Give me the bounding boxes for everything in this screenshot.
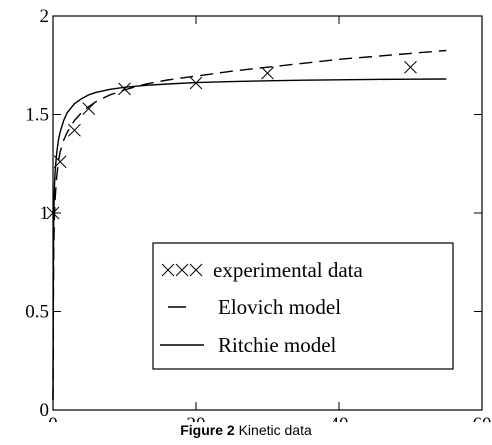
- x-tick-label: 40: [330, 414, 349, 422]
- figure-caption-text: Kinetic data: [234, 422, 312, 438]
- x-tick-label: 60: [473, 414, 492, 422]
- experimental-point: [261, 66, 274, 80]
- elovich-model-line: [52, 49, 447, 401]
- y-tick-label: 0.5: [25, 302, 49, 323]
- y-tick-label: 1.5: [25, 105, 49, 126]
- experimental-point: [46, 206, 60, 220]
- experimental-point: [118, 82, 131, 96]
- legend-marker-x: [175, 263, 189, 277]
- x-axis: 0 20 40 60: [48, 16, 492, 422]
- x-tick-label: 20: [187, 414, 206, 422]
- kinetic-chart: 0 0.5 1 1.5 2 0 20 40 60 experimental data Elovi…: [25, 6, 492, 422]
- series-layer: [46, 49, 447, 401]
- experimental-point: [404, 60, 417, 74]
- legend-label: experimental data: [213, 258, 364, 282]
- legend-label: Elovich model: [218, 295, 341, 319]
- x-tick-label: 0: [48, 414, 58, 422]
- legend-label: Ritchie model: [218, 333, 337, 357]
- y-tick-label: 0: [40, 400, 50, 421]
- figure-caption: Figure 2 Kinetic data: [0, 422, 492, 438]
- y-axis: 0 0.5 1 1.5 2: [25, 6, 482, 421]
- legend-marker-x: [161, 263, 175, 277]
- y-tick-label: 1: [40, 203, 50, 224]
- y-tick-label: 2: [40, 6, 50, 27]
- ritchie-model-line: [52, 78, 447, 401]
- legend-box: [152, 242, 454, 370]
- legend-marker-x: [189, 263, 203, 277]
- legend: experimental data Elovich model Ritchie mo…: [152, 242, 454, 370]
- experimental-point: [68, 123, 81, 137]
- figure-label: Figure 2: [180, 422, 235, 438]
